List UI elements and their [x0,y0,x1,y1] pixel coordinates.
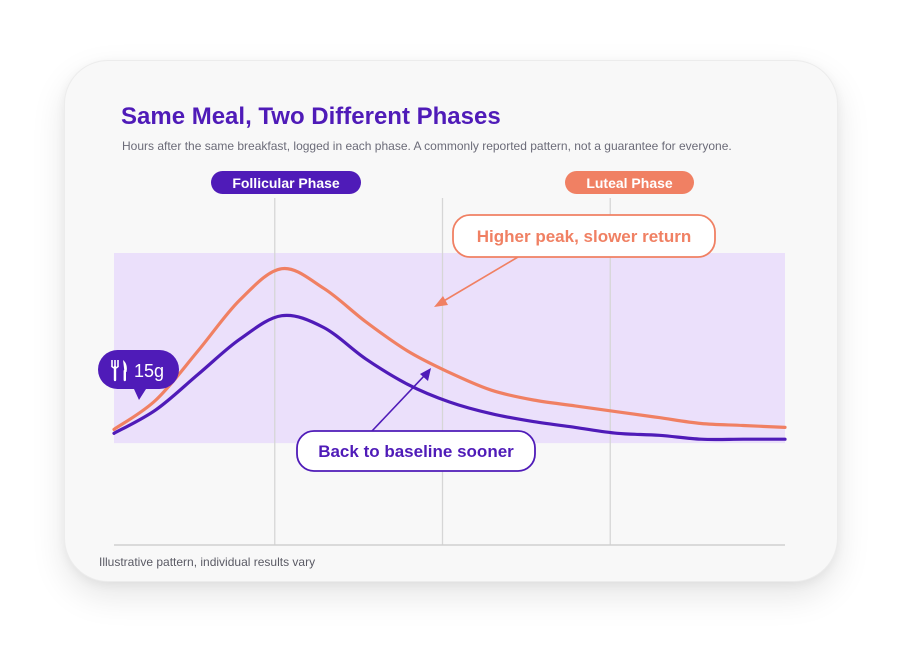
series-line-luteal [112,267,787,431]
callout-luteal-arrowhead [434,296,448,307]
callout-follicular-arrow [371,374,426,432]
phase-label-luteal-text: Luteal Phase [586,175,673,191]
callout-luteal: Higher peak, slower return [434,214,716,307]
meal-marker-pill [98,350,179,389]
callout-luteal-box [452,214,716,258]
phase-label-follicular-text: Follicular Phase [232,175,340,191]
meal-marker: 15g [98,350,179,400]
footnote: Illustrative pattern, individual results… [99,555,316,569]
callout-luteal-arrow [441,256,519,303]
callout-follicular-arrowhead [420,368,431,381]
meal-marker-pointer [134,389,146,400]
phase-pill-luteal [565,171,694,194]
callout-luteal-text: Higher peak, slower return [477,227,691,246]
phase-label-follicular: Follicular Phase [211,171,361,194]
chart-title: Same Meal, Two Different Phases [121,103,501,130]
meal-marker-label: 15g [134,361,164,381]
chart-plot: Follicular Phase Luteal Phase Higher pea… [98,171,787,546]
chart-subtitle: Hours after the same breakfast, logged i… [122,139,732,153]
fork-knife-icon [110,360,127,382]
callout-follicular-text: Back to baseline sooner [318,442,514,461]
phase-pill-follicular [211,171,361,194]
phase-label-luteal: Luteal Phase [565,171,694,194]
target-range-band [114,253,785,444]
chart-card: Same Meal, Two Different Phases Hours af… [64,60,838,582]
callout-follicular: Back to baseline sooner [296,368,536,472]
callout-follicular-box [296,430,536,472]
series-line-follicular [112,313,787,442]
